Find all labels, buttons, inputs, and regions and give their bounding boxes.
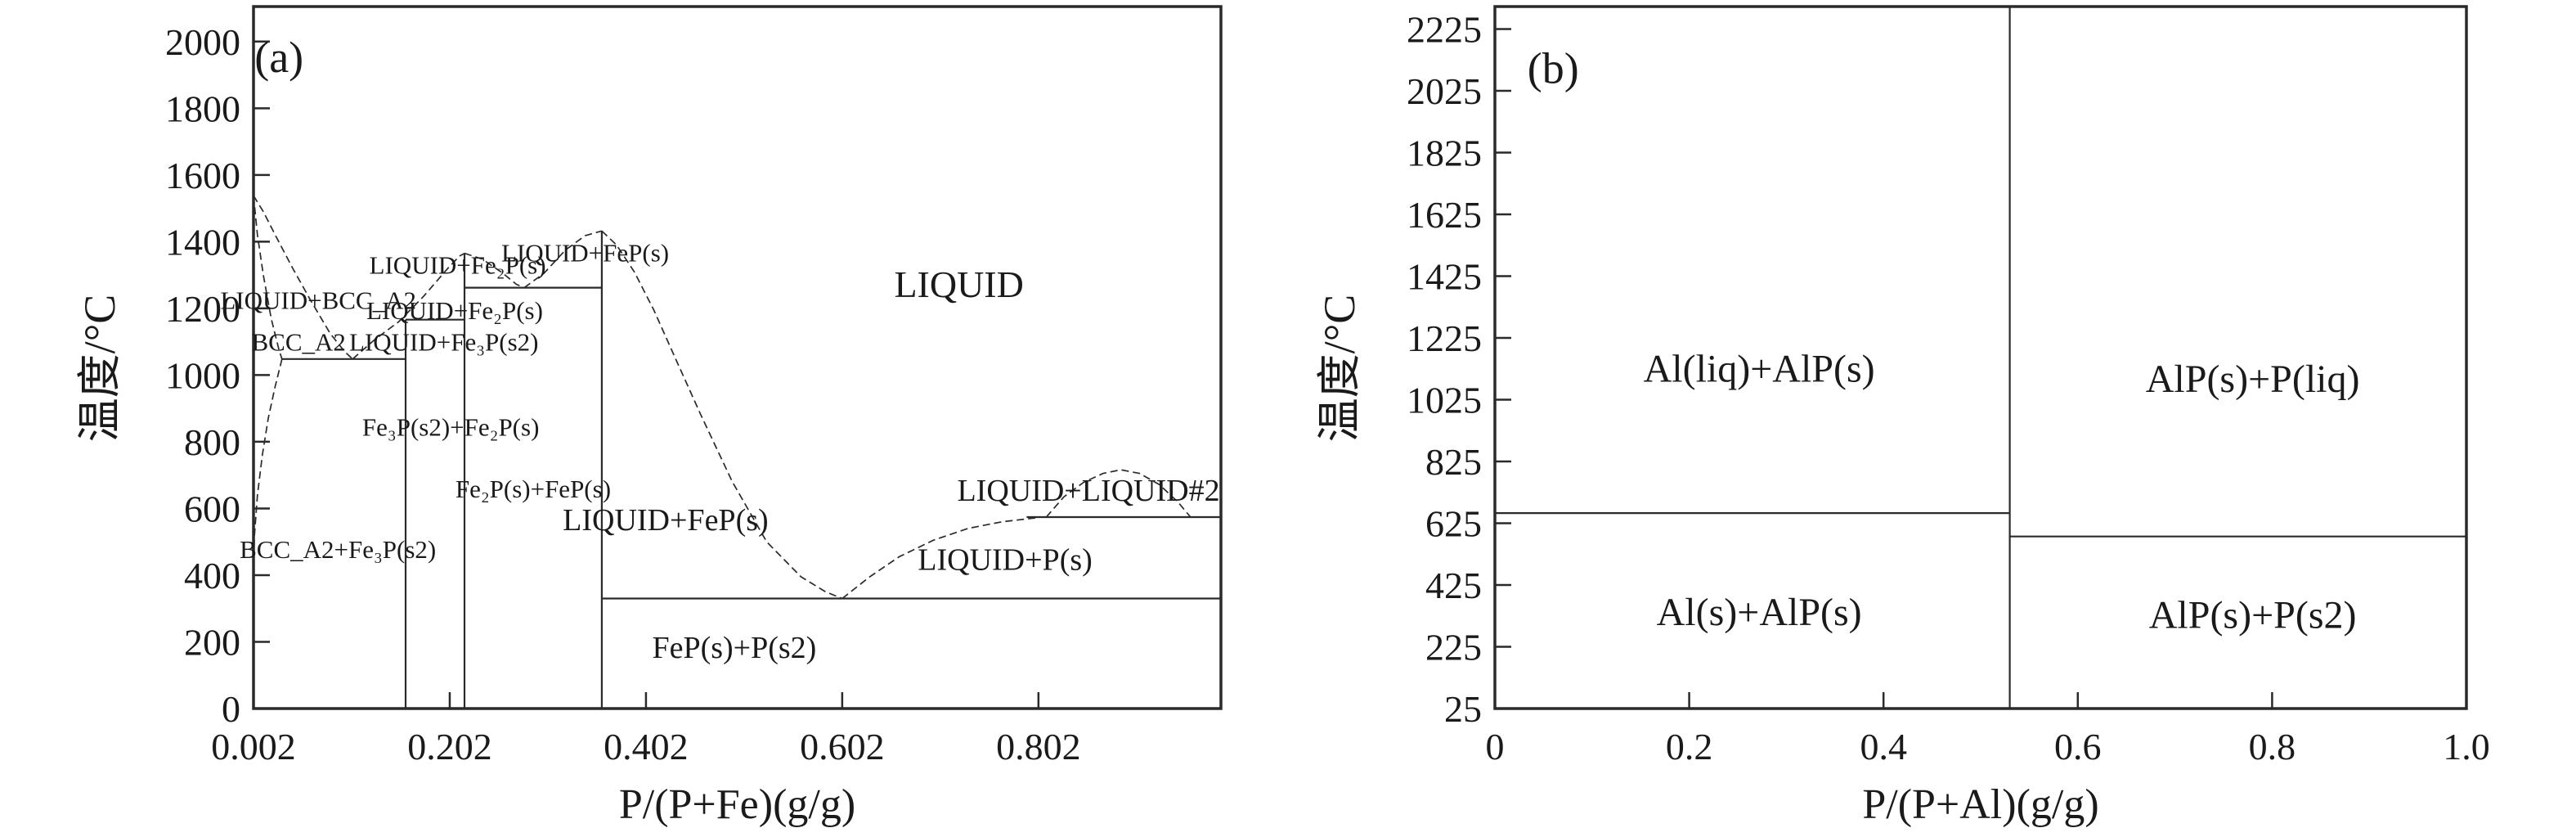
plot-frame-b (1493, 5, 2468, 710)
y-axis-title-a: 温度/°C (75, 295, 124, 443)
y-tick-label: 425 (1425, 565, 1482, 606)
x-tick-label: 0.802 (996, 726, 1081, 767)
boundary-liquidus-fe2p-right (464, 252, 525, 289)
y-tick-label: 825 (1425, 441, 1482, 483)
x-tick-label: 0.8 (2249, 726, 2296, 767)
region-label: LIQUID+BCC_A2 (220, 286, 416, 315)
y-tick-label: 1200 (165, 288, 240, 330)
y-tick-label: 2025 (1407, 70, 1482, 112)
region-label: LIQUID+Fe₂P(s) (366, 296, 543, 325)
region-label: (b) (1528, 44, 1579, 93)
x-tick-label: 0.602 (800, 726, 885, 767)
boundary-liquidus-rise-to-fe2p (352, 252, 465, 360)
region-label: (a) (254, 33, 303, 82)
y-tick-label: 1025 (1407, 380, 1482, 421)
region-label: Al(s)+AlP(s) (1657, 591, 1862, 634)
y-tick-label: 400 (184, 555, 240, 596)
region-label: LIQUID (894, 263, 1023, 305)
region-label: LIQUID+Fe₂P(s) (370, 251, 546, 280)
plot-frame-a (252, 5, 1223, 710)
region-label: AlP(s)+P(liq) (2146, 358, 2360, 401)
region-label: LIQUID+FeP(s) (501, 238, 669, 267)
region-label: Fe₂P(s)+FeP(s) (456, 475, 611, 503)
boundary-liquid-liquid2-dome (1045, 469, 1192, 518)
boundary-liquidus-p-rise (841, 517, 1037, 600)
region-label: AlP(s)+P(s2) (2149, 594, 2357, 637)
phase-diagram-a: 0.002 0.202 0.402 0.602 0.802 0 200 400 600 800 10… (75, 5, 1223, 828)
y-tick-label: 1825 (1407, 133, 1482, 174)
x-tick-label: 0.6 (2054, 726, 2102, 767)
y-tick-label: 1800 (165, 88, 240, 129)
x-axis-title-a: P/(P+Fe)(g/g) (619, 781, 855, 828)
region-label: LIQUID+FeP(s) (563, 503, 769, 538)
x-tick-label: 0.4 (1860, 726, 1907, 767)
y-tick-label: 0 (222, 688, 240, 730)
x-tick-label: 0 (1486, 726, 1505, 767)
x-tick-label: 0.002 (211, 726, 296, 767)
region-label: Al(liq)+AlP(s) (1644, 347, 1875, 390)
region-label: Fe₃P(s2)+Fe₂P(s) (362, 412, 540, 441)
x-axis-title-b: P/(P+Al)(g/g) (1862, 781, 2098, 828)
phase-diagram-b: 0 0.2 0.4 0.6 0.8 1.0 25 225 425 625 825 1025 1225 14… (1315, 5, 2490, 828)
region-label: FeP(s)+P(s2) (652, 631, 816, 665)
x-tick-label: 0.202 (407, 726, 492, 767)
boundary-liquidus-fep-right (601, 230, 843, 600)
y-tick-label: 25 (1444, 688, 1482, 730)
y-tick-label: 1625 (1407, 194, 1482, 236)
y-tick-label: 1600 (165, 155, 240, 196)
region-label: LIQUID+P(s) (918, 543, 1093, 578)
boundary-bcc-solvus (253, 358, 283, 562)
y-tick-label: 1400 (165, 221, 240, 263)
x-tick-label: 0.2 (1666, 726, 1713, 767)
y-tick-label: 1000 (165, 354, 240, 396)
y-tick-label: 625 (1425, 503, 1482, 545)
region-label: LIQUID+Fe₃P(s2) (349, 327, 539, 356)
boundary-liquidus-fep-left (523, 230, 603, 289)
x-tick-label: 0.402 (604, 726, 689, 767)
region-label: BCC_A2+Fe₃P(s2) (240, 535, 436, 564)
y-tick-label: 2225 (1407, 9, 1482, 51)
boundary-liquidus-bcc-left (253, 195, 353, 360)
y-tick-label: 800 (184, 421, 240, 463)
y-axis-title-b: 温度/°C (1315, 295, 1364, 443)
y-tick-label: 225 (1425, 627, 1482, 668)
y-tick-label: 1425 (1407, 256, 1482, 298)
region-label: BCC_A2 (251, 327, 345, 356)
region-label: LIQUID+LIQUID#2 (957, 474, 1219, 508)
x-tick-label: 1.0 (2443, 726, 2490, 767)
y-tick-label: 200 (184, 621, 240, 663)
y-tick-label: 600 (184, 488, 240, 529)
y-tick-label: 2000 (165, 21, 240, 63)
y-tick-label: 1225 (1407, 317, 1482, 359)
